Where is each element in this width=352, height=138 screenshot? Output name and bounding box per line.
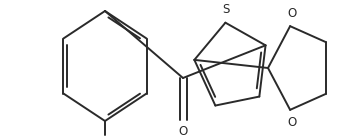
Text: O: O: [288, 7, 297, 20]
Text: O: O: [288, 116, 297, 129]
Text: O: O: [178, 125, 188, 138]
Text: S: S: [223, 3, 230, 16]
